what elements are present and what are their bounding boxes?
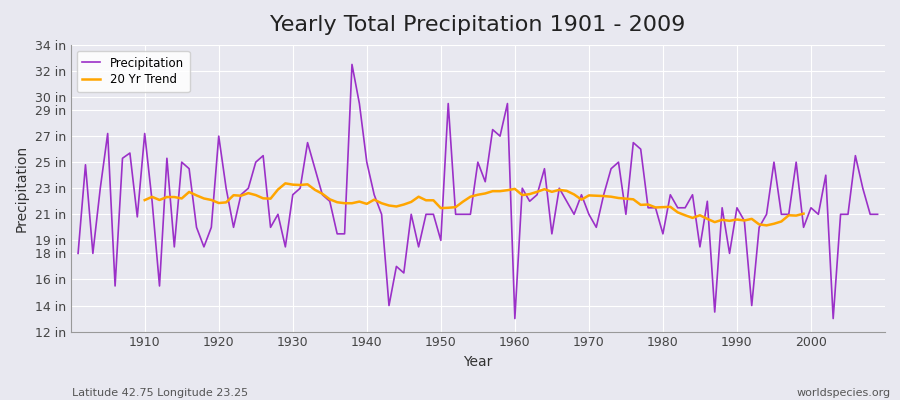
Legend: Precipitation, 20 Yr Trend: Precipitation, 20 Yr Trend (76, 51, 190, 92)
Line: Precipitation: Precipitation (78, 64, 878, 318)
Precipitation (517, 186, 527, 191)
20 Yr Trend (798, 211, 809, 216)
Line: 20 Yr Trend: 20 Yr Trend (145, 183, 804, 225)
Precipitation (509, 316, 520, 321)
Precipitation (872, 212, 883, 217)
Precipitation (339, 232, 350, 236)
Y-axis label: Precipitation: Precipitation (15, 145, 29, 232)
20 Yr Trend (346, 201, 357, 206)
20 Yr Trend (228, 193, 238, 198)
20 Yr Trend (606, 194, 616, 199)
Precipitation (132, 214, 143, 219)
Title: Yearly Total Precipitation 1901 - 2009: Yearly Total Precipitation 1901 - 2009 (270, 15, 686, 35)
20 Yr Trend (783, 213, 794, 218)
20 Yr Trend (280, 181, 291, 186)
Precipitation (525, 199, 535, 204)
20 Yr Trend (709, 220, 720, 224)
20 Yr Trend (695, 213, 706, 218)
Text: Latitude 42.75 Longitude 23.25: Latitude 42.75 Longitude 23.25 (72, 388, 248, 398)
Precipitation (73, 251, 84, 256)
20 Yr Trend (761, 223, 772, 228)
Precipitation (346, 62, 357, 67)
20 Yr Trend (140, 198, 150, 202)
Precipitation (613, 160, 624, 164)
Precipitation (295, 186, 306, 191)
X-axis label: Year: Year (464, 355, 492, 369)
Text: worldspecies.org: worldspecies.org (796, 388, 891, 398)
